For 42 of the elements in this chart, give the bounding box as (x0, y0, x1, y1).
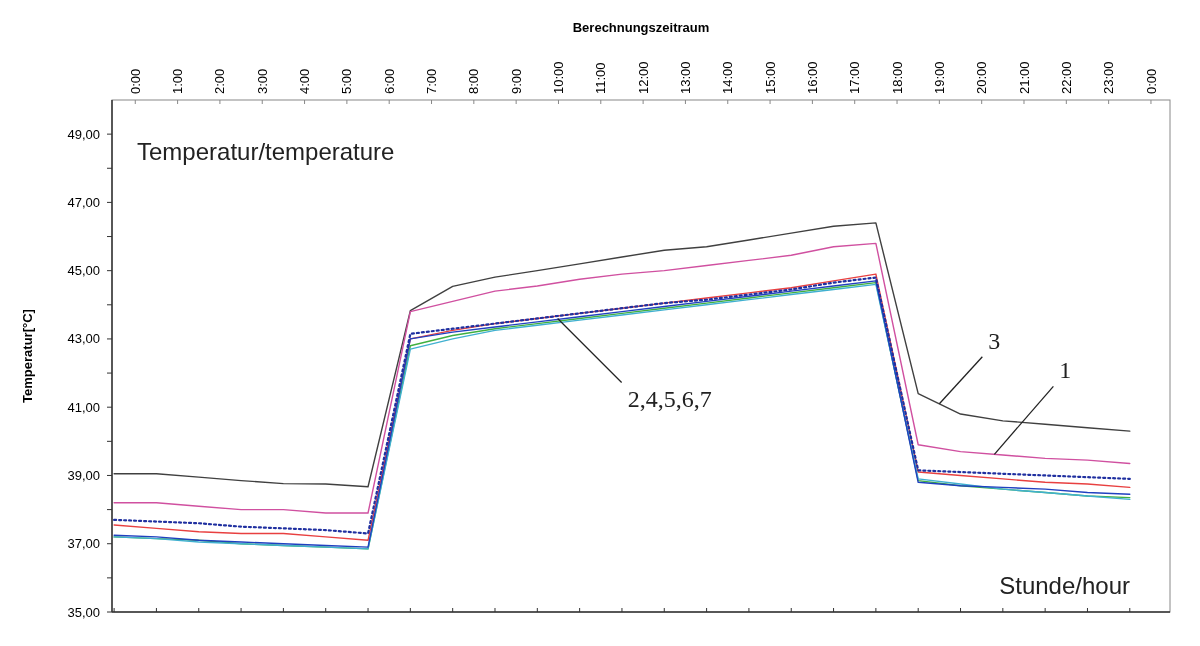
annotation: 1 (1059, 357, 1072, 384)
y-tick-label: 47,00 (67, 194, 100, 210)
x-tick-label: 1:00 (170, 68, 186, 94)
x-tick-label: 5:00 (339, 68, 355, 94)
y-tick-label: 35,00 (67, 604, 100, 620)
y-tick-label: 43,00 (67, 331, 100, 347)
x-tick-label: 19:00 (931, 61, 947, 94)
x-tick-label: 2:00 (212, 68, 228, 94)
x-tick-label: 21:00 (1016, 61, 1032, 94)
y-tick-label: 45,00 (67, 263, 100, 279)
x-tick-label: 23:00 (1101, 61, 1117, 94)
y-tick-label: 41,00 (67, 399, 100, 415)
x-axis-title: Berechnungszeitraum (572, 20, 710, 35)
y-tick-label: 37,00 (67, 536, 100, 552)
line-series (113, 242, 1131, 514)
y-tick-label: 49,00 (67, 126, 100, 142)
line-series (113, 222, 1131, 488)
x-tick-label: 20:00 (974, 61, 990, 94)
x-tick-label: 4:00 (297, 68, 313, 94)
x-tick-label: 6:00 (381, 68, 397, 94)
x-tick-label: 8:00 (466, 68, 482, 94)
x-tick-label: 10:00 (551, 61, 567, 94)
x-tick-label: 3:00 (254, 68, 270, 94)
x-tick-label: 0:00 (127, 68, 143, 94)
x-tick-label: 14:00 (720, 61, 736, 94)
x-tick-label: 0:00 (1143, 68, 1159, 94)
annotation: Temperatur/temperature (137, 138, 395, 165)
x-tick-label: 18:00 (889, 61, 905, 94)
y-tick-label: 39,00 (67, 468, 100, 484)
x-tick-label: 7:00 (424, 68, 440, 94)
annotation: 3 (988, 327, 1001, 354)
x-tick-label: 22:00 (1058, 61, 1074, 94)
x-tick-label: 12:00 (635, 61, 651, 94)
x-tick-label: 11:00 (593, 62, 609, 94)
x-tick-label: 13:00 (677, 61, 693, 94)
y-axis-title: Temperatur[°C] (20, 309, 35, 403)
x-tick-label: 16:00 (804, 61, 820, 94)
x-tick-label: 15:00 (762, 61, 778, 94)
annotation: Stunde/hour (999, 572, 1130, 599)
annotation: 2,4,5,6,7 (627, 386, 712, 413)
x-tick-label: 17:00 (847, 61, 863, 94)
x-tick-label: 9:00 (508, 68, 524, 94)
